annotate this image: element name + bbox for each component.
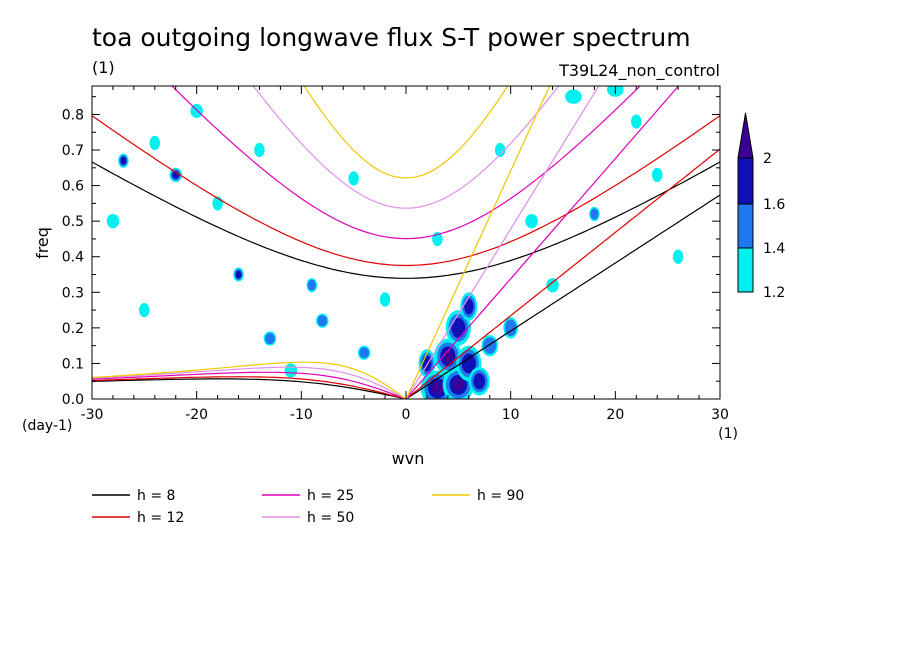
colorbar-box (737, 157, 754, 205)
rossby-curve (92, 376, 407, 399)
x-tick-label: -30 (81, 407, 104, 423)
contour-blob (235, 270, 242, 279)
x-axis-label: wvn (392, 449, 425, 468)
gravity-curve (92, 161, 720, 279)
y-tick-label: 0.2 (62, 321, 84, 337)
contour-blob (565, 89, 582, 104)
rossby-curve (92, 378, 407, 399)
contour-blob (525, 214, 538, 229)
y-unit-label: (day-1) (22, 418, 72, 434)
legend-label: h = 25 (307, 488, 354, 504)
y-tick-label: 0.0 (62, 392, 84, 408)
gravity-curve (171, 86, 641, 240)
legend: h = 8 h = 12 h = 25 h = 50 h = 90 (92, 488, 524, 526)
y-tick-label: 0.3 (62, 285, 84, 301)
legend-label: h = 50 (307, 510, 354, 526)
contour-blob (494, 142, 506, 158)
y-tick-label: 0.8 (62, 107, 84, 123)
contour-blob (461, 353, 476, 374)
rossby-curve (92, 361, 407, 399)
x-tick-label: -10 (290, 407, 313, 423)
y-axis-label: freq (33, 227, 52, 259)
contour-blob (149, 135, 161, 151)
x-tick-label: 30 (711, 407, 729, 423)
contour-blob (631, 114, 642, 129)
contour-blob (483, 337, 497, 354)
axis-ticks: -30 -20 -10 0 10 20 30 0.0 0.1 0.2 0.3 0.4 0.5 0.6 0.7… (62, 86, 729, 423)
contour-blob (254, 142, 265, 158)
rossby-curve (92, 371, 407, 399)
contour-blob (451, 317, 466, 338)
gravity-curve (303, 86, 509, 179)
gravity-curve (92, 115, 720, 267)
colorbar-label: 1.4 (763, 241, 785, 257)
x-tick-label: 10 (502, 407, 520, 423)
contour-blob (106, 214, 120, 229)
colorbar-label: 1.2 (763, 285, 785, 301)
dispersion-curves (92, 86, 720, 399)
colorbar: 1.2 1.4 1.6 2 (737, 112, 785, 301)
x-tick-label: -20 (185, 407, 208, 423)
kelvin-curve (405, 148, 720, 399)
contour-blob (120, 156, 127, 165)
run-label: T39L24_non_control (558, 61, 720, 81)
y-tick-label: 0.6 (62, 179, 84, 195)
plot-area: -30 -20 -10 0 10 20 30 0.0 0.1 0.2 0.3 0.4 0.5 0.6 0.7… (62, 85, 729, 423)
contour-blob (422, 355, 432, 372)
gravity-curve (252, 86, 560, 209)
contour-blob (359, 347, 370, 359)
y-tick-label: 0.4 (62, 250, 84, 266)
kelvin-curve (405, 86, 600, 399)
contour-blob (452, 378, 464, 391)
kelvin-curve (405, 86, 680, 399)
y-tick-label: 0.5 (62, 214, 84, 230)
contour-blob (307, 279, 316, 291)
contour-blob (672, 249, 684, 264)
legend-label: h = 90 (477, 488, 524, 504)
contour-blob (504, 319, 517, 337)
contour-blob (473, 373, 486, 390)
kelvin-curve (405, 194, 720, 399)
x-tick-label: 0 (402, 407, 411, 423)
colorbar-box (737, 247, 754, 293)
x-unit-label: (1) (718, 426, 738, 442)
contour-blob (464, 298, 474, 315)
chart-title: toa outgoing longwave flux S-T power spe… (92, 23, 691, 52)
legend-label: h = 8 (137, 488, 175, 504)
colorbar-arrow (737, 112, 754, 159)
colorbar-label: 2 (763, 151, 772, 167)
contour-blob (431, 382, 444, 395)
contour-blob (265, 332, 275, 345)
spectrum-contours (106, 86, 684, 399)
y-tick-label: 0.7 (62, 143, 84, 159)
units-label: (1) (92, 58, 115, 77)
contour-blob (590, 208, 599, 220)
contour-blob (139, 302, 150, 318)
y-tick-label: 0.1 (62, 356, 84, 372)
plot-background (92, 86, 720, 399)
legend-label: h = 12 (137, 510, 184, 526)
colorbar-label: 1.6 (763, 197, 785, 213)
contour-blob (546, 278, 559, 293)
contour-blob (317, 315, 328, 327)
colorbar-box (737, 203, 754, 249)
x-tick-label: 20 (606, 407, 624, 423)
contour-blob (284, 363, 298, 378)
rossby-curve (92, 366, 407, 399)
contour-blob (379, 292, 391, 307)
contour-blob (651, 167, 663, 183)
contour-blob (443, 350, 453, 363)
kelvin-curve (405, 86, 551, 399)
contour-blob (348, 171, 359, 186)
